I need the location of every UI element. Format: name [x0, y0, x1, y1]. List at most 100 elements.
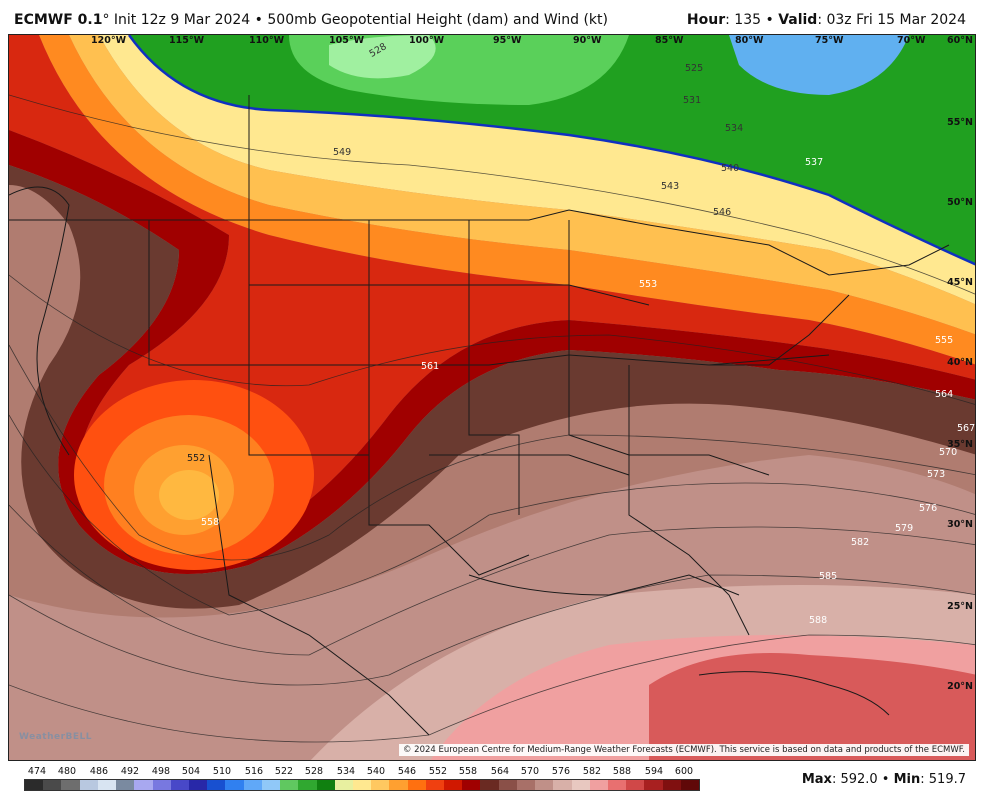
min-label: Min — [893, 772, 921, 787]
legend-swatch — [334, 780, 353, 790]
max-label: Max — [801, 772, 832, 787]
lat-label: 60°N — [947, 35, 973, 46]
contour-label: 549 — [333, 147, 352, 158]
legend-value: 552 — [428, 766, 448, 777]
legend-swatch — [498, 780, 517, 790]
legend-value: 492 — [120, 766, 140, 777]
lat-label: 20°N — [947, 681, 973, 692]
header-valid: Hour: 135 • Valid: 03z Fri 15 Mar 2024 — [687, 12, 966, 28]
legend-value: 564 — [490, 766, 510, 777]
model-name: ECMWF 0.1 — [14, 12, 103, 28]
lon-label: 70°W — [897, 35, 926, 46]
contour-label: 564 — [935, 389, 954, 400]
contour-label: 525 — [685, 63, 704, 74]
legend-value: 570 — [520, 766, 540, 777]
legend-swatch — [298, 780, 317, 790]
separator: • — [761, 12, 779, 28]
lon-label: 85°W — [655, 35, 684, 46]
legend-value: 534 — [336, 766, 356, 777]
lon-label: 100°W — [409, 35, 445, 46]
min-value: : 519.7 — [920, 772, 966, 787]
legend-swatch — [553, 780, 572, 790]
header-title: ECMWF 0.1° Init 12z 9 Mar 2024 • 500mb G… — [14, 12, 608, 28]
legend-labels: 474 480 486 492 498 504 510 516 522 528 … — [24, 766, 700, 778]
contour-label: 540 — [721, 163, 740, 174]
lat-label: 45°N — [947, 277, 973, 288]
lat-label: 30°N — [947, 519, 973, 530]
legend-swatch — [516, 780, 536, 790]
valid-value: : 03z Fri 15 Mar 2024 — [817, 12, 966, 28]
contour-label: 576 — [919, 503, 938, 514]
contour-label: 579 — [895, 523, 914, 534]
credit-text: © 2024 European Centre for Medium-Range … — [398, 744, 969, 756]
weather-map[interactable]: 120°W 115°W 110°W 105°W 100°W 95°W 90°W … — [8, 34, 976, 761]
legend-value: 516 — [244, 766, 264, 777]
legend-swatch — [644, 780, 663, 790]
legend-swatch — [280, 780, 299, 790]
lon-label: 90°W — [573, 35, 602, 46]
lat-label: 35°N — [947, 439, 973, 450]
legend-swatch — [389, 780, 408, 790]
lon-label: 115°W — [169, 35, 205, 46]
contour-label: 534 — [725, 123, 744, 134]
lat-label: 40°N — [947, 357, 973, 368]
legend-swatch — [316, 780, 335, 790]
legend-value: 558 — [458, 766, 478, 777]
legend-value: 540 — [366, 766, 386, 777]
contour-label: 555 — [935, 335, 954, 346]
legend-value: 486 — [89, 766, 109, 777]
contour-label: 588 — [809, 615, 828, 626]
legend-value: 522 — [274, 766, 294, 777]
legend-swatch — [243, 780, 262, 790]
legend-value: 576 — [551, 766, 571, 777]
legend-value: 588 — [612, 766, 632, 777]
contour-label: 537 — [805, 157, 824, 168]
legend-swatch — [97, 780, 117, 790]
contour-label: 567 — [957, 423, 976, 434]
legend-swatch — [207, 780, 226, 790]
contour-label: 531 — [683, 95, 702, 106]
separator: • — [250, 12, 268, 28]
legend-swatch — [170, 780, 189, 790]
contour-label: 553 — [639, 279, 658, 290]
legend-swatch — [662, 780, 681, 790]
legend-swatch — [444, 780, 463, 790]
contour-label: 558 — [201, 517, 220, 528]
legend-value: 600 — [674, 766, 694, 777]
hour-label: Hour — [686, 12, 726, 28]
legend-value: 480 — [57, 766, 77, 777]
header: ECMWF 0.1° Init 12z 9 Mar 2024 • 500mb G… — [0, 0, 984, 34]
degree-symbol: ° — [102, 12, 110, 28]
contour-label: 543 — [661, 181, 680, 192]
legend-value: 594 — [644, 766, 664, 777]
legend-value: 498 — [151, 766, 171, 777]
lon-label: 80°W — [735, 35, 764, 46]
legend-swatch — [225, 780, 244, 790]
lon-label: 120°W — [91, 35, 127, 46]
legend-swatch — [61, 780, 80, 790]
lon-label: 95°W — [493, 35, 522, 46]
legend-swatch — [116, 780, 135, 790]
legend-value: 582 — [582, 766, 602, 777]
contour-label: 570 — [939, 447, 958, 458]
legend-swatch — [79, 780, 98, 790]
contour-label: 585 — [819, 571, 838, 582]
lat-label: 50°N — [947, 197, 973, 208]
legend-swatch — [152, 780, 171, 790]
lat-label: 55°N — [947, 117, 973, 128]
lat-label: 25°N — [947, 601, 973, 612]
max-value: : 592.0 — [831, 772, 878, 787]
legend-swatch — [571, 780, 590, 790]
legend-swatch — [43, 780, 62, 790]
legend-swatch — [462, 780, 481, 790]
valid-label: Valid — [778, 12, 818, 28]
product-name: 500mb Geopotential Height (dam) and Wind… — [267, 12, 608, 28]
legend-swatch — [352, 780, 372, 790]
legend-swatch — [188, 780, 208, 790]
legend-swatch — [407, 780, 426, 790]
contour-label: 582 — [851, 537, 870, 548]
watermark-logo: WeatherBELL — [19, 732, 93, 742]
legend-swatch — [680, 780, 700, 790]
init-time: Init 12z 9 Mar 2024 — [109, 12, 251, 28]
legend-value: 546 — [397, 766, 417, 777]
